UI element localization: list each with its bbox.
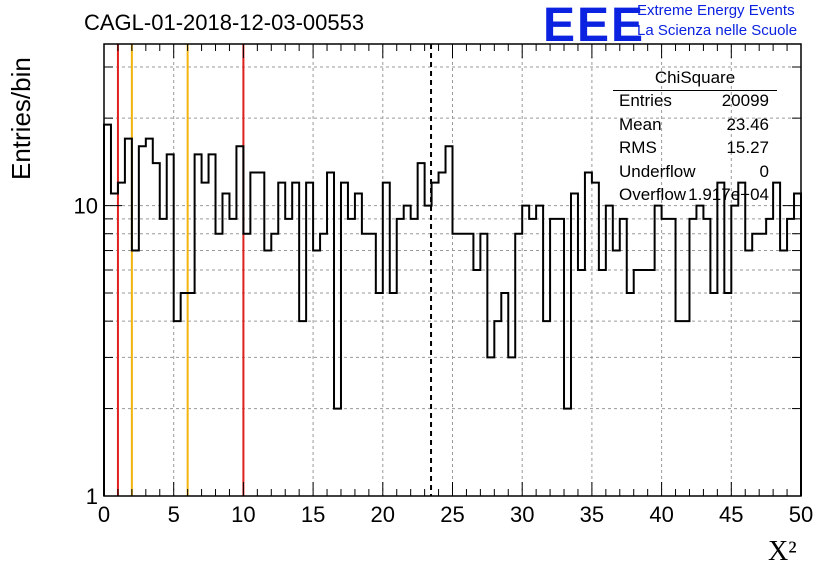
x-tick-label: 45 — [719, 502, 743, 527]
logo-text-line1: Extreme Energy Events — [637, 2, 795, 19]
x-axis: 0 5 10 15 20 25 30 35 40 45 50 — [98, 44, 813, 527]
y-axis: 1 10 — [74, 66, 801, 509]
stats-label: Entries — [619, 91, 672, 110]
x-tick-label: 30 — [510, 502, 534, 527]
stats-row-overflow: Overflow 1.917e+04 — [611, 185, 777, 209]
stats-value: 1.917e+04 — [688, 185, 769, 204]
eee-logo: EEE — [543, 0, 646, 52]
x-axis-label: X² — [768, 536, 797, 567]
stats-label: Underflow — [619, 161, 696, 181]
x-tick-label: 10 — [231, 502, 255, 527]
stats-value: 0 — [759, 161, 769, 181]
x-tick-label: 15 — [301, 502, 325, 527]
stats-value: 20099 — [721, 91, 769, 110]
stats-row-mean: Mean 23.46 — [611, 115, 777, 139]
x-tick-label: 5 — [168, 502, 180, 527]
logo-text-line2: La Scienza nelle Scuole — [637, 22, 798, 39]
x-tick-label: 25 — [440, 502, 464, 527]
x-tick-label: 40 — [649, 502, 673, 527]
y-tick-label: 10 — [74, 194, 98, 219]
stats-row-rms: RMS 15.27 — [611, 138, 777, 162]
histogram-outline — [103, 123, 802, 496]
x-tick-label: 50 — [789, 502, 813, 527]
x-tick-label: 0 — [98, 502, 110, 527]
stats-row-entries: Entries 20099 — [611, 91, 777, 115]
marker-lines — [116, 44, 433, 496]
x-tick-label: 20 — [371, 502, 395, 527]
chart-title: CAGL-01-2018-12-03-00553 — [84, 10, 365, 35]
stats-row-underflow: Underflow 0 — [611, 162, 777, 186]
x-tick-label: 35 — [580, 502, 604, 527]
stats-box: ChiSquare Entries 20099 Mean 23.46 RMS 1… — [611, 68, 777, 209]
y-axis-label: Entries/bin — [6, 57, 36, 180]
stats-value: 23.46 — [726, 114, 769, 134]
stats-label: Mean — [619, 114, 662, 134]
stats-value: 15.27 — [726, 138, 769, 157]
stats-label: Overflow — [619, 185, 687, 204]
stats-title: ChiSquare — [613, 68, 777, 91]
y-tick-label: 1 — [86, 484, 98, 509]
stats-label: RMS — [619, 138, 657, 157]
